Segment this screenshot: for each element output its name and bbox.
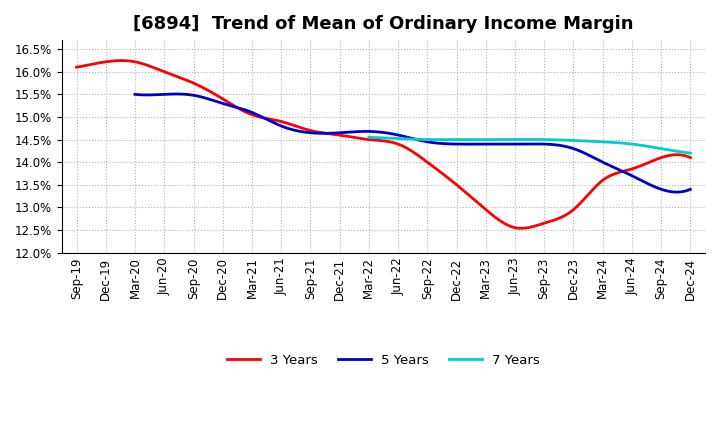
3 Years [148, 64, 156, 70]
7 Years [469, 137, 478, 142]
7 Years [686, 150, 695, 156]
7 Years [364, 135, 373, 140]
3 Years [317, 130, 325, 135]
Line: 5 Years: 5 Years [135, 94, 690, 192]
3 Years [117, 58, 125, 63]
5 Years [199, 95, 207, 100]
Title: [6894]  Trend of Mean of Ordinary Income Margin: [6894] Trend of Mean of Ordinary Income … [133, 15, 634, 33]
5 Years [173, 92, 181, 97]
7 Years [567, 138, 575, 143]
5 Years [686, 187, 695, 192]
Legend: 3 Years, 5 Years, 7 Years: 3 Years, 5 Years, 7 Years [222, 348, 546, 372]
5 Years [533, 141, 541, 147]
3 Years [72, 65, 81, 70]
Line: 3 Years: 3 Years [76, 61, 690, 228]
7 Years [598, 139, 607, 144]
3 Years [460, 188, 469, 194]
3 Years [521, 225, 530, 231]
5 Years [536, 141, 544, 147]
Line: 7 Years: 7 Years [369, 137, 690, 153]
3 Years [518, 226, 527, 231]
7 Years [597, 139, 606, 144]
5 Years [313, 131, 322, 136]
7 Years [492, 137, 500, 142]
7 Years [403, 136, 412, 142]
3 Years [517, 226, 526, 231]
5 Years [352, 129, 361, 134]
5 Years [672, 190, 681, 195]
5 Years [131, 92, 140, 97]
3 Years [274, 118, 282, 123]
3 Years [686, 155, 695, 160]
5 Years [482, 141, 490, 147]
